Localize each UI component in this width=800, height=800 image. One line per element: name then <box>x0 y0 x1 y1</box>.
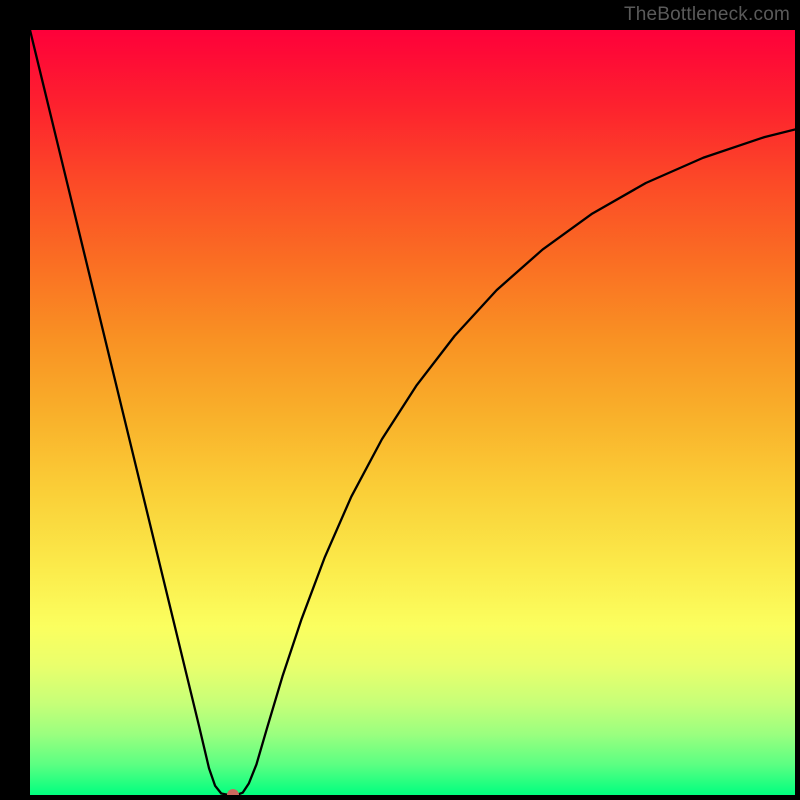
plot-area <box>30 30 795 795</box>
curve-path <box>30 30 795 795</box>
bottleneck-curve <box>30 30 795 795</box>
chart-root: TheBottleneck.com <box>0 0 800 800</box>
watermark-text: TheBottleneck.com <box>624 4 790 26</box>
optimal-marker <box>227 789 239 795</box>
